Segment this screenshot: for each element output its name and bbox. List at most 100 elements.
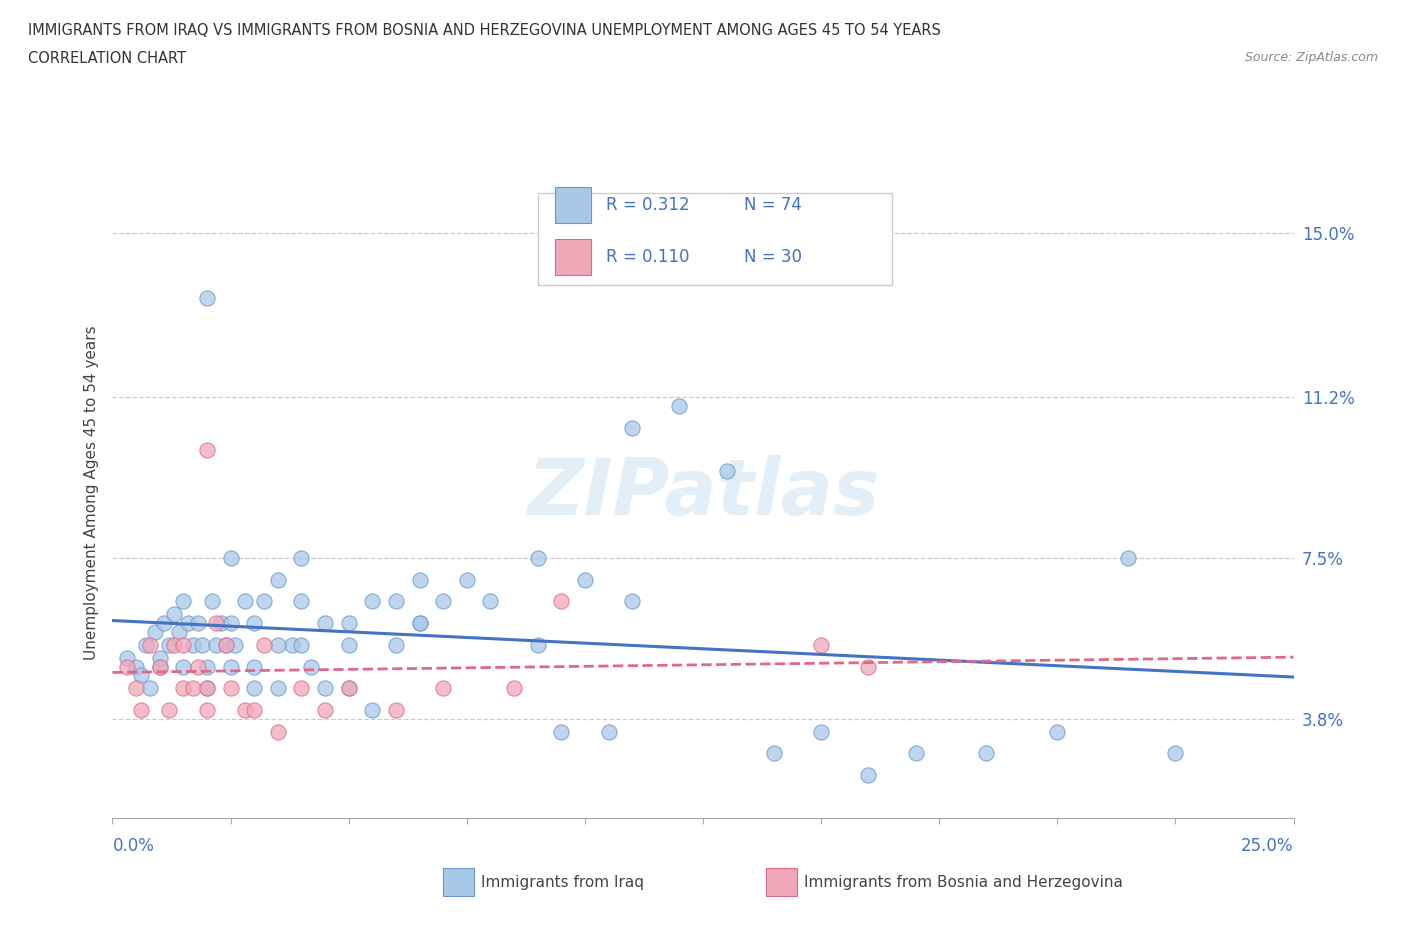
Point <box>205 616 228 631</box>
Point <box>149 659 172 674</box>
Point <box>219 551 242 565</box>
Point <box>267 637 290 652</box>
Point <box>186 659 208 674</box>
Point <box>526 551 548 565</box>
Point <box>157 702 180 717</box>
Point <box>810 724 832 739</box>
Text: CORRELATION CHART: CORRELATION CHART <box>28 51 186 66</box>
Text: Immigrants from Iraq: Immigrants from Iraq <box>481 875 644 890</box>
Text: 0.0%: 0.0% <box>112 837 155 855</box>
Point <box>281 637 304 652</box>
Point <box>408 616 430 631</box>
Point <box>115 650 138 665</box>
Point <box>361 702 384 717</box>
Point <box>621 594 644 609</box>
Point <box>243 681 266 696</box>
Point <box>716 464 738 479</box>
Point <box>143 624 166 639</box>
Point <box>172 594 194 609</box>
Point <box>290 551 312 565</box>
Point <box>267 681 290 696</box>
Point <box>195 681 218 696</box>
Point <box>385 637 408 652</box>
Point <box>253 637 276 652</box>
Point <box>976 746 998 761</box>
Point <box>172 659 194 674</box>
Point <box>290 637 312 652</box>
Point <box>172 637 194 652</box>
Point <box>219 616 242 631</box>
Point <box>299 659 322 674</box>
Point <box>762 746 785 761</box>
Point <box>550 594 572 609</box>
Point <box>233 702 256 717</box>
Point <box>125 681 148 696</box>
Point <box>621 420 644 435</box>
Point <box>243 702 266 717</box>
FancyBboxPatch shape <box>555 239 591 275</box>
FancyBboxPatch shape <box>537 193 891 285</box>
Point <box>1164 746 1187 761</box>
Point <box>125 659 148 674</box>
Point <box>904 746 927 761</box>
Text: N = 30: N = 30 <box>744 248 803 266</box>
Text: R = 0.110: R = 0.110 <box>606 248 690 266</box>
Point <box>314 681 336 696</box>
FancyBboxPatch shape <box>555 187 591 223</box>
Point <box>181 681 204 696</box>
Text: Source: ZipAtlas.com: Source: ZipAtlas.com <box>1244 51 1378 64</box>
Point <box>290 681 312 696</box>
Point <box>479 594 502 609</box>
Point <box>163 637 186 652</box>
Text: N = 74: N = 74 <box>744 196 803 214</box>
Y-axis label: Unemployment Among Ages 45 to 54 years: Unemployment Among Ages 45 to 54 years <box>83 326 98 660</box>
Text: ZIPatlas: ZIPatlas <box>527 455 879 531</box>
Point <box>432 681 454 696</box>
Point <box>361 594 384 609</box>
Point <box>1116 551 1139 565</box>
Point <box>290 594 312 609</box>
Point <box>408 616 430 631</box>
Point <box>1046 724 1069 739</box>
Point <box>153 616 176 631</box>
Point <box>219 659 242 674</box>
Point <box>157 637 180 652</box>
Point <box>195 681 218 696</box>
Point <box>858 767 880 782</box>
Point <box>215 637 238 652</box>
Point <box>432 594 454 609</box>
Point <box>149 659 172 674</box>
Point <box>186 616 208 631</box>
Point <box>195 442 218 457</box>
Point <box>135 637 157 652</box>
Point <box>456 572 478 587</box>
Point <box>243 616 266 631</box>
Point <box>172 681 194 696</box>
Point <box>598 724 620 739</box>
Point <box>668 399 690 414</box>
Point <box>337 681 360 696</box>
Point <box>858 659 880 674</box>
Point <box>177 616 200 631</box>
Point <box>243 659 266 674</box>
Point <box>233 594 256 609</box>
Point <box>550 724 572 739</box>
Point <box>167 624 190 639</box>
Point <box>267 724 290 739</box>
Point <box>201 594 224 609</box>
Point <box>267 572 290 587</box>
Point <box>337 616 360 631</box>
Text: R = 0.312: R = 0.312 <box>606 196 690 214</box>
Text: IMMIGRANTS FROM IRAQ VS IMMIGRANTS FROM BOSNIA AND HERZEGOVINA UNEMPLOYMENT AMON: IMMIGRANTS FROM IRAQ VS IMMIGRANTS FROM … <box>28 23 941 38</box>
Point <box>810 637 832 652</box>
Point <box>503 681 526 696</box>
Point <box>385 594 408 609</box>
Text: 25.0%: 25.0% <box>1241 837 1294 855</box>
Point <box>215 637 238 652</box>
Point <box>209 616 232 631</box>
Point <box>191 637 214 652</box>
Point <box>195 702 218 717</box>
Point <box>205 637 228 652</box>
Point <box>337 637 360 652</box>
Point <box>385 702 408 717</box>
